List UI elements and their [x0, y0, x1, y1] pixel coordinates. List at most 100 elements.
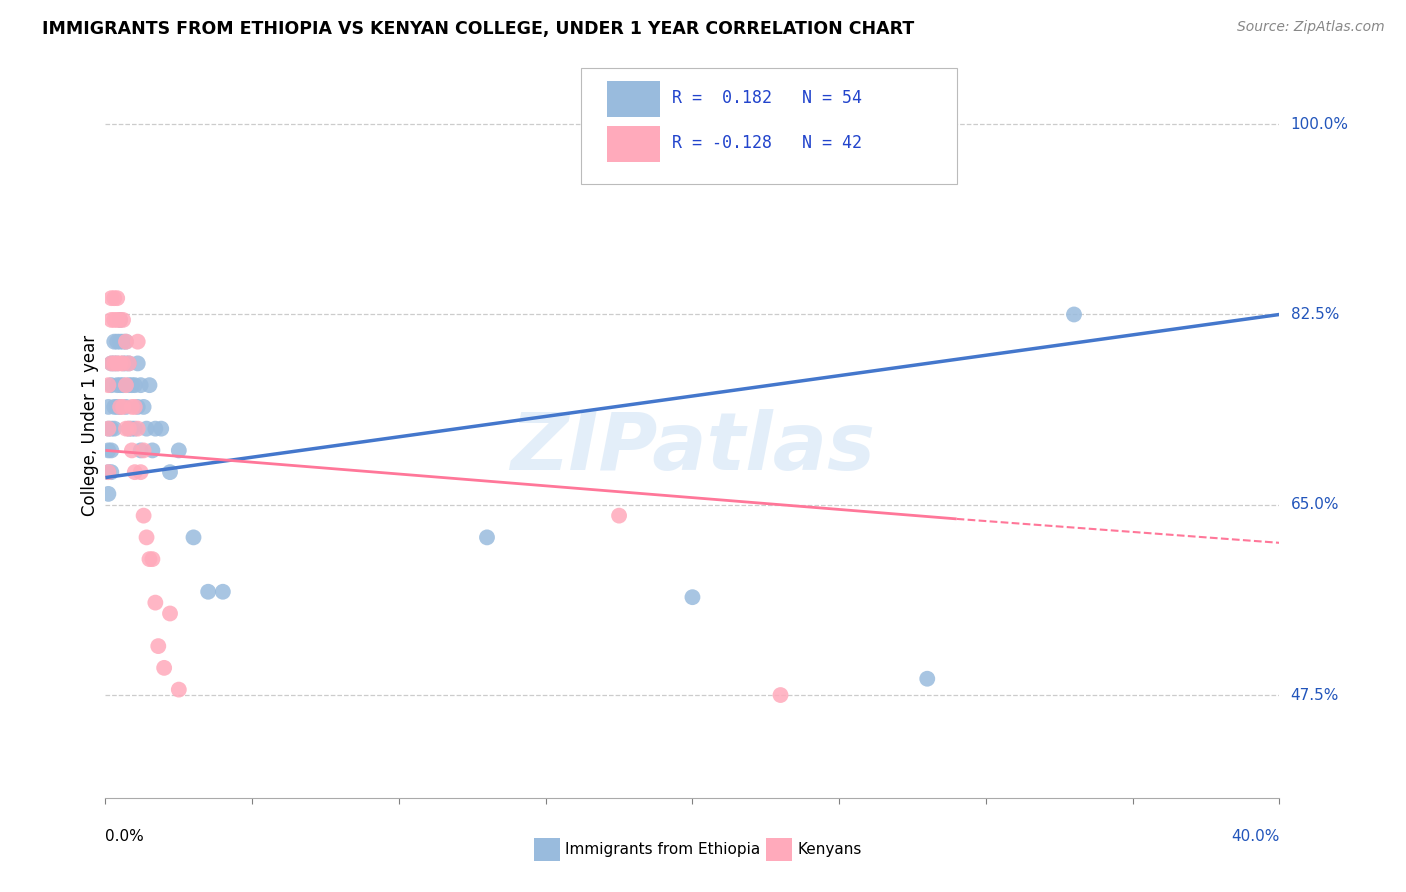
- Point: [124, 378, 146, 392]
- Point: [124, 465, 146, 479]
- Point: [135, 530, 157, 544]
- Point: [115, 422, 138, 436]
- Point: [100, 443, 122, 458]
- Point: [121, 422, 143, 436]
- Text: 47.5%: 47.5%: [1291, 688, 1339, 703]
- Point: [138, 378, 160, 392]
- Point: [118, 422, 141, 436]
- Point: [100, 291, 122, 305]
- Point: [103, 356, 125, 370]
- Point: [148, 639, 170, 653]
- Text: ZIPatlas: ZIPatlas: [510, 409, 875, 487]
- Point: [129, 465, 152, 479]
- Text: Kenyans: Kenyans: [797, 842, 862, 856]
- Point: [129, 378, 152, 392]
- Point: [141, 552, 163, 566]
- Point: [103, 334, 125, 349]
- Point: [112, 378, 135, 392]
- Point: [112, 334, 135, 349]
- Bar: [607, 126, 659, 161]
- Point: [132, 400, 155, 414]
- Point: [127, 400, 149, 414]
- Text: 100.0%: 100.0%: [1291, 117, 1348, 132]
- Point: [124, 422, 146, 436]
- Point: [141, 443, 163, 458]
- Point: [97, 400, 120, 414]
- Point: [127, 422, 149, 436]
- Point: [100, 422, 122, 436]
- Point: [108, 400, 131, 414]
- Point: [475, 530, 498, 544]
- Point: [105, 313, 128, 327]
- Point: [112, 313, 135, 327]
- Point: [97, 422, 120, 436]
- Point: [115, 378, 138, 392]
- Point: [159, 607, 181, 621]
- Point: [115, 334, 138, 349]
- Point: [118, 356, 141, 370]
- Point: [108, 313, 131, 327]
- Point: [103, 291, 125, 305]
- Point: [917, 672, 939, 686]
- Point: [103, 356, 125, 370]
- Point: [124, 400, 146, 414]
- Point: [183, 530, 205, 544]
- Point: [97, 465, 120, 479]
- Point: [112, 356, 135, 370]
- Point: [682, 590, 704, 604]
- Point: [105, 291, 128, 305]
- Text: 40.0%: 40.0%: [1232, 829, 1279, 844]
- Point: [97, 378, 120, 392]
- Point: [105, 356, 128, 370]
- Point: [105, 400, 128, 414]
- Text: 82.5%: 82.5%: [1291, 307, 1339, 322]
- Point: [100, 356, 122, 370]
- Text: IMMIGRANTS FROM ETHIOPIA VS KENYAN COLLEGE, UNDER 1 YEAR CORRELATION CHART: IMMIGRANTS FROM ETHIOPIA VS KENYAN COLLE…: [42, 20, 914, 37]
- Point: [143, 596, 166, 610]
- Point: [103, 422, 125, 436]
- Point: [132, 443, 155, 458]
- Point: [118, 378, 141, 392]
- Point: [105, 334, 128, 349]
- Point: [115, 356, 138, 370]
- Point: [118, 356, 141, 370]
- Text: 0.0%: 0.0%: [105, 829, 145, 844]
- Text: 65.0%: 65.0%: [1291, 497, 1339, 512]
- Point: [112, 356, 135, 370]
- Point: [167, 682, 190, 697]
- Point: [121, 400, 143, 414]
- Text: Immigrants from Ethiopia: Immigrants from Ethiopia: [565, 842, 761, 856]
- Point: [112, 400, 135, 414]
- Point: [159, 465, 181, 479]
- Point: [135, 422, 157, 436]
- Point: [211, 584, 233, 599]
- Point: [127, 334, 149, 349]
- Point: [138, 552, 160, 566]
- Point: [153, 661, 176, 675]
- Text: R =  0.182   N = 54: R = 0.182 N = 54: [672, 89, 862, 107]
- Point: [105, 378, 128, 392]
- FancyBboxPatch shape: [581, 69, 956, 184]
- Point: [115, 334, 138, 349]
- Point: [132, 508, 155, 523]
- Point: [150, 422, 173, 436]
- Point: [108, 378, 131, 392]
- Point: [121, 443, 143, 458]
- Point: [97, 487, 120, 501]
- Point: [197, 584, 219, 599]
- Point: [108, 313, 131, 327]
- Point: [97, 465, 120, 479]
- Point: [105, 356, 128, 370]
- Point: [100, 313, 122, 327]
- Point: [103, 400, 125, 414]
- Point: [100, 356, 122, 370]
- Point: [97, 422, 120, 436]
- Point: [127, 356, 149, 370]
- Point: [115, 400, 138, 414]
- Point: [129, 443, 152, 458]
- Bar: [607, 81, 659, 117]
- Point: [100, 378, 122, 392]
- Point: [108, 400, 131, 414]
- Point: [118, 422, 141, 436]
- Point: [108, 356, 131, 370]
